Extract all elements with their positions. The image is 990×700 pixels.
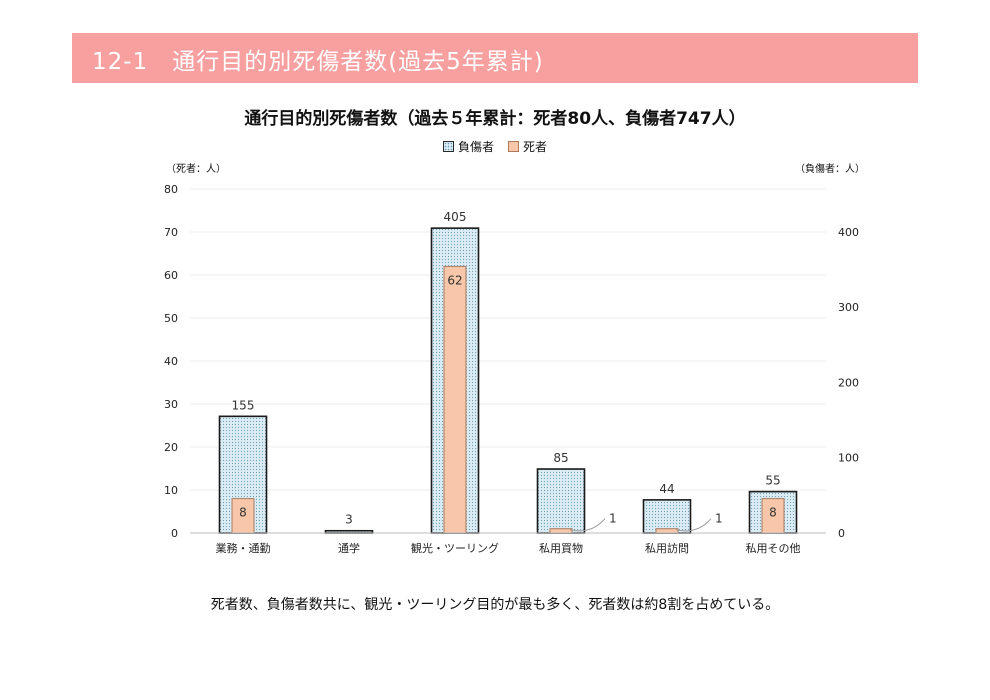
section-header: 12-1 通行目的別死傷者数(過去5年累計) xyxy=(72,33,918,83)
legend-item-injured: 負傷者 xyxy=(442,138,494,155)
left-tick-label: 80 xyxy=(164,183,178,196)
injured-data-label: 405 xyxy=(444,210,467,224)
deaths-data-label: 8 xyxy=(239,506,247,520)
deaths-label-leader xyxy=(675,518,712,532)
deaths-bar xyxy=(549,528,573,534)
left-tick-label: 10 xyxy=(164,484,178,497)
right-tick-label: 400 xyxy=(838,226,859,239)
injured-data-label: 85 xyxy=(553,451,568,465)
legend-label-injured: 負傷者 xyxy=(457,140,494,154)
injured-data-label: 3 xyxy=(345,513,353,527)
injured-data-label: 55 xyxy=(765,474,780,488)
right-tick-label: 0 xyxy=(838,527,845,540)
injured-data-label: 44 xyxy=(659,482,674,496)
deaths-data-label: 8 xyxy=(769,506,777,520)
category-label: 観光・ツーリング xyxy=(411,541,499,555)
left-tick-label: 40 xyxy=(164,355,178,368)
injured-bar xyxy=(642,499,692,534)
deaths-data-label: 62 xyxy=(447,273,462,287)
legend-label-deaths: 死者 xyxy=(523,140,548,154)
right-axis-unit: （負傷者：人） xyxy=(795,164,865,175)
injured-bar xyxy=(536,468,586,534)
right-tick-label: 100 xyxy=(838,452,859,465)
right-tick-label: 200 xyxy=(838,376,859,389)
injured-data-label: 155 xyxy=(232,398,255,412)
left-tick-label: 70 xyxy=(164,226,178,239)
category-label: 私用訪問 xyxy=(645,541,689,555)
summary-note: 死者数、負傷者数共に、観光・ツーリング目的が最も多く、死者数は約8割を占めている… xyxy=(210,597,780,613)
right-tick-label: 300 xyxy=(838,301,859,314)
legend-swatch-deaths xyxy=(508,141,519,152)
deaths-bar xyxy=(655,528,679,534)
chart-legend: 負傷者 死者 xyxy=(0,138,990,155)
left-tick-label: 30 xyxy=(164,398,178,411)
deaths-bar xyxy=(443,265,467,534)
category-label: 私用買物 xyxy=(539,541,583,555)
deaths-label-leader xyxy=(569,518,606,532)
category-label: 業務・通勤 xyxy=(216,541,271,555)
deaths-data-label: 1 xyxy=(609,512,617,526)
deaths-data-label: 1 xyxy=(715,512,723,526)
left-tick-label: 50 xyxy=(164,312,178,325)
category-label: 通学 xyxy=(338,541,360,555)
left-axis-unit: （死者：人） xyxy=(166,164,226,175)
left-tick-label: 0 xyxy=(171,527,178,540)
legend-swatch-injured xyxy=(442,141,454,152)
left-tick-label: 60 xyxy=(164,269,178,282)
left-tick-label: 20 xyxy=(164,441,178,454)
section-title: 12-1 通行目的別死傷者数(過去5年累計) xyxy=(92,49,544,75)
chart-title: 通行目的別死傷者数（過去５年累計：死者80人、負傷者747人） xyxy=(244,109,746,129)
category-label: 私用その他 xyxy=(746,542,801,555)
legend-item-deaths: 死者 xyxy=(508,138,547,155)
